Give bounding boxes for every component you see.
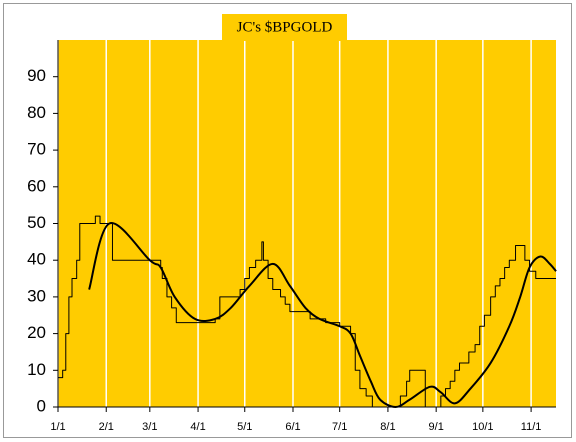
- y-tick-label: 40: [27, 250, 46, 269]
- x-tick-label: 2/1: [99, 421, 114, 433]
- title-box: [222, 14, 347, 41]
- y-tick-label: 70: [27, 140, 46, 159]
- x-tick-label: 4/1: [190, 421, 205, 433]
- x-tick-label: 6/1: [285, 421, 300, 433]
- chart-title: JC's $BPGOLD: [237, 19, 333, 35]
- y-tick-label: 20: [27, 323, 46, 342]
- y-tick-label: 10: [27, 360, 46, 379]
- x-tick-label: 1/1: [50, 421, 65, 433]
- y-tick-label: 30: [27, 286, 46, 305]
- plot-area: 1/1 2/1 3/1 4/1 5/1 6/1 7/1 8/1 9/1 10/1 11/1 0 10 20…: [27, 40, 557, 433]
- y-tick-label: 90: [27, 66, 46, 85]
- y-tick-label: 80: [27, 103, 46, 122]
- x-tick-label: 7/1: [332, 421, 347, 433]
- y-tick-label: 0: [37, 396, 46, 415]
- data-line: [88, 222, 557, 408]
- x-tick-label: 3/1: [142, 421, 157, 433]
- x-tick-label: 11/1: [521, 421, 542, 433]
- y-tick-label: 50: [27, 213, 46, 232]
- plot-background: [58, 40, 556, 407]
- x-tick-label: 9/1: [429, 421, 444, 433]
- x-tick-label: 5/1: [237, 421, 252, 433]
- y-tick-label: 60: [27, 176, 46, 195]
- x-tick-label: 10/1: [472, 421, 493, 433]
- x-tick-label: 8/1: [380, 421, 395, 433]
